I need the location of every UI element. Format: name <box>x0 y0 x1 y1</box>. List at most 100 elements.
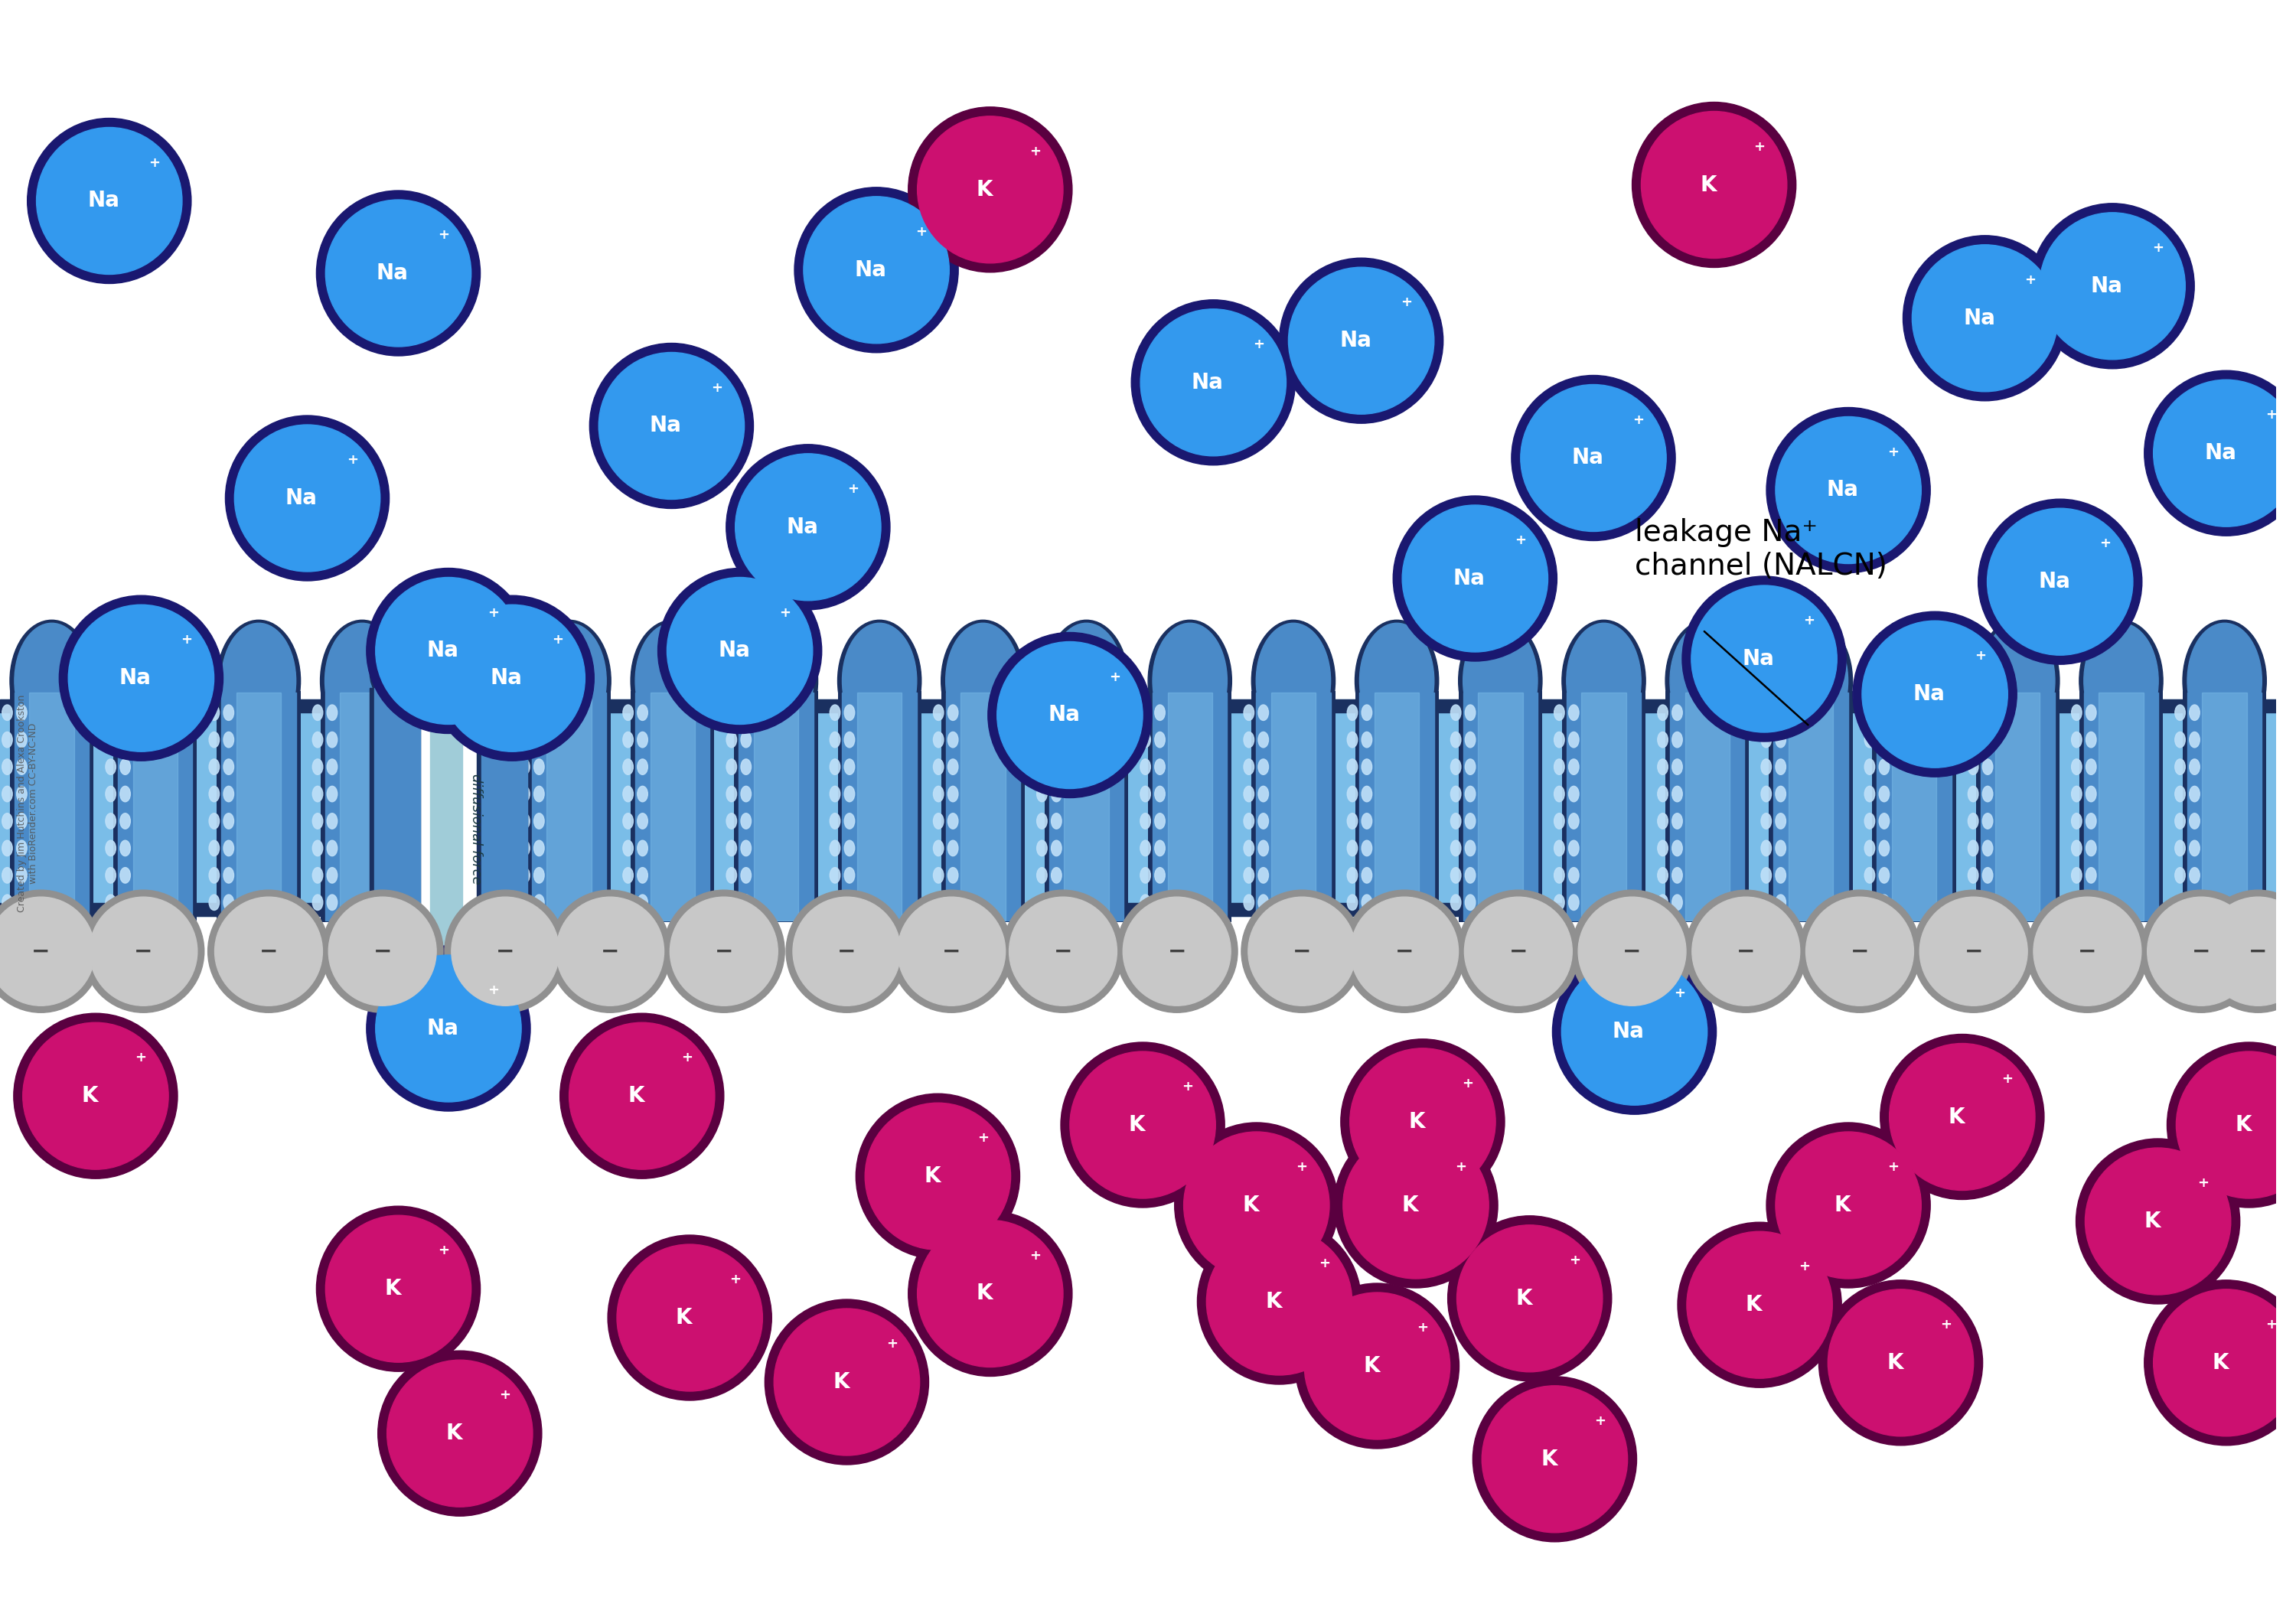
Bar <box>946 693 1019 921</box>
Ellipse shape <box>2174 786 2186 802</box>
Bar <box>650 693 696 921</box>
Ellipse shape <box>1155 786 1164 802</box>
Ellipse shape <box>535 705 544 720</box>
Ellipse shape <box>1061 1043 1224 1207</box>
Ellipse shape <box>622 868 634 884</box>
Ellipse shape <box>1465 786 1476 802</box>
Text: Na: Na <box>377 262 409 284</box>
Ellipse shape <box>1463 624 1538 739</box>
Ellipse shape <box>2190 759 2200 775</box>
Text: K: K <box>1242 1194 1258 1216</box>
Text: −: − <box>1623 940 1642 963</box>
Ellipse shape <box>1807 897 1913 1006</box>
Ellipse shape <box>1362 840 1373 857</box>
Ellipse shape <box>1258 840 1267 857</box>
Ellipse shape <box>1552 950 1717 1114</box>
Ellipse shape <box>326 199 471 347</box>
Text: +: + <box>2151 241 2163 256</box>
Ellipse shape <box>2 786 11 802</box>
Bar <box>1479 693 1522 921</box>
Ellipse shape <box>631 620 714 741</box>
Ellipse shape <box>726 731 737 747</box>
Ellipse shape <box>533 624 606 739</box>
Ellipse shape <box>119 731 131 747</box>
Ellipse shape <box>1878 813 1890 829</box>
Text: Na: Na <box>1453 567 1486 590</box>
Ellipse shape <box>1242 890 1364 1012</box>
Ellipse shape <box>829 868 840 884</box>
Bar <box>528 691 611 922</box>
Text: −: − <box>496 940 514 963</box>
Ellipse shape <box>1568 705 1580 720</box>
Bar <box>2188 693 2262 921</box>
Ellipse shape <box>845 759 854 775</box>
Ellipse shape <box>1876 624 1952 739</box>
Ellipse shape <box>1244 705 1254 720</box>
Ellipse shape <box>1258 813 1267 829</box>
Ellipse shape <box>1568 786 1580 802</box>
Ellipse shape <box>948 705 957 720</box>
Ellipse shape <box>1671 840 1683 857</box>
Text: K: K <box>2234 1114 2252 1136</box>
Ellipse shape <box>1141 309 1286 456</box>
Ellipse shape <box>1766 408 1931 572</box>
Text: Na: Na <box>1192 371 1224 394</box>
Ellipse shape <box>1362 813 1373 829</box>
Ellipse shape <box>1968 705 1979 720</box>
Ellipse shape <box>2140 890 2262 1012</box>
Ellipse shape <box>220 624 296 739</box>
Ellipse shape <box>377 955 521 1102</box>
Ellipse shape <box>1828 1289 1975 1437</box>
Ellipse shape <box>209 786 220 802</box>
Ellipse shape <box>1775 705 1786 720</box>
Ellipse shape <box>1981 759 1993 775</box>
Ellipse shape <box>1554 895 1564 910</box>
Ellipse shape <box>312 786 324 802</box>
Ellipse shape <box>845 840 854 857</box>
Ellipse shape <box>2144 1281 2296 1445</box>
Ellipse shape <box>2174 731 2186 747</box>
Ellipse shape <box>1981 705 1993 720</box>
Ellipse shape <box>1981 731 1993 747</box>
Ellipse shape <box>2071 731 2082 747</box>
Ellipse shape <box>1155 731 1164 747</box>
Ellipse shape <box>1148 620 1231 741</box>
Bar <box>321 691 404 922</box>
Ellipse shape <box>1244 813 1254 829</box>
Ellipse shape <box>1465 813 1476 829</box>
Ellipse shape <box>1362 759 1373 775</box>
Bar <box>1375 693 1419 921</box>
Bar <box>340 693 383 921</box>
Ellipse shape <box>1775 813 1786 829</box>
Ellipse shape <box>1761 759 1773 775</box>
Ellipse shape <box>519 759 530 775</box>
Ellipse shape <box>1348 731 1357 747</box>
Ellipse shape <box>528 620 611 741</box>
Ellipse shape <box>1977 620 2060 741</box>
Ellipse shape <box>223 705 234 720</box>
Ellipse shape <box>1561 958 1708 1106</box>
Text: K: K <box>1541 1448 1557 1470</box>
Ellipse shape <box>223 759 234 775</box>
Ellipse shape <box>590 344 753 508</box>
Ellipse shape <box>321 620 404 741</box>
Ellipse shape <box>1981 786 1993 802</box>
Ellipse shape <box>742 759 751 775</box>
Ellipse shape <box>622 840 634 857</box>
Ellipse shape <box>1451 705 1460 720</box>
Ellipse shape <box>1658 840 1667 857</box>
Ellipse shape <box>312 731 324 747</box>
Ellipse shape <box>1155 840 1164 857</box>
Ellipse shape <box>439 604 585 752</box>
Ellipse shape <box>2071 759 2082 775</box>
Ellipse shape <box>1671 813 1683 829</box>
Ellipse shape <box>326 731 338 747</box>
Ellipse shape <box>106 868 115 884</box>
Ellipse shape <box>519 813 530 829</box>
Ellipse shape <box>312 895 324 910</box>
Ellipse shape <box>1465 868 1476 884</box>
Ellipse shape <box>1304 1292 1451 1440</box>
Ellipse shape <box>16 813 28 829</box>
Text: −: − <box>2248 940 2268 963</box>
Ellipse shape <box>119 705 131 720</box>
